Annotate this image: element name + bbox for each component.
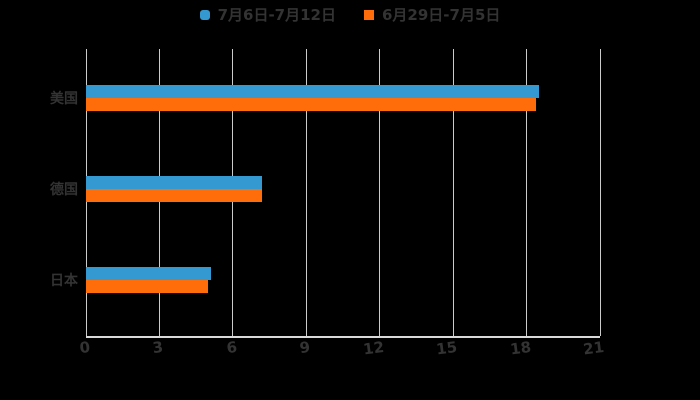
legend-marker-blue-icon xyxy=(199,9,210,20)
bar[interactable] xyxy=(86,267,211,280)
plot-area: 0 3 6 9 12 15 18 21 美国德国日本 xyxy=(50,49,605,358)
legend-label: 7月6日-7月12日 xyxy=(217,6,336,24)
gridline xyxy=(599,49,601,336)
category-label: 美国 xyxy=(50,91,78,107)
x-tick-label: 18 xyxy=(508,338,532,359)
bar[interactable] xyxy=(86,280,209,293)
x-tick-label: 6 xyxy=(225,338,238,358)
x-tick-label: 21 xyxy=(582,338,606,359)
legend-marker-orange-icon xyxy=(364,9,374,20)
legend-item-week-jun29-jul5[interactable]: 6月29日-7月5日 xyxy=(364,4,500,25)
gridline xyxy=(526,49,528,336)
legend-label: 6月29日-7月5日 xyxy=(382,6,501,24)
x-tick-label: 12 xyxy=(361,338,385,359)
legend: 7月6日-7月12日 6月29日-7月5日 xyxy=(0,4,700,25)
x-tick-label: 0 xyxy=(78,338,92,358)
gridline xyxy=(305,49,307,336)
x-tick-label: 3 xyxy=(151,338,165,358)
x-tick-label: 15 xyxy=(435,338,459,359)
gridline xyxy=(379,49,381,336)
category-label: 日本 xyxy=(50,273,78,289)
x-tick-label: 9 xyxy=(298,338,312,358)
gridline xyxy=(452,49,454,336)
bar[interactable] xyxy=(86,85,539,98)
bar[interactable] xyxy=(86,189,263,202)
bar[interactable] xyxy=(86,98,537,111)
category-label: 德国 xyxy=(50,182,78,198)
bar[interactable] xyxy=(86,176,263,189)
legend-item-week-jul6-jul12[interactable]: 7月6日-7月12日 xyxy=(199,4,336,25)
